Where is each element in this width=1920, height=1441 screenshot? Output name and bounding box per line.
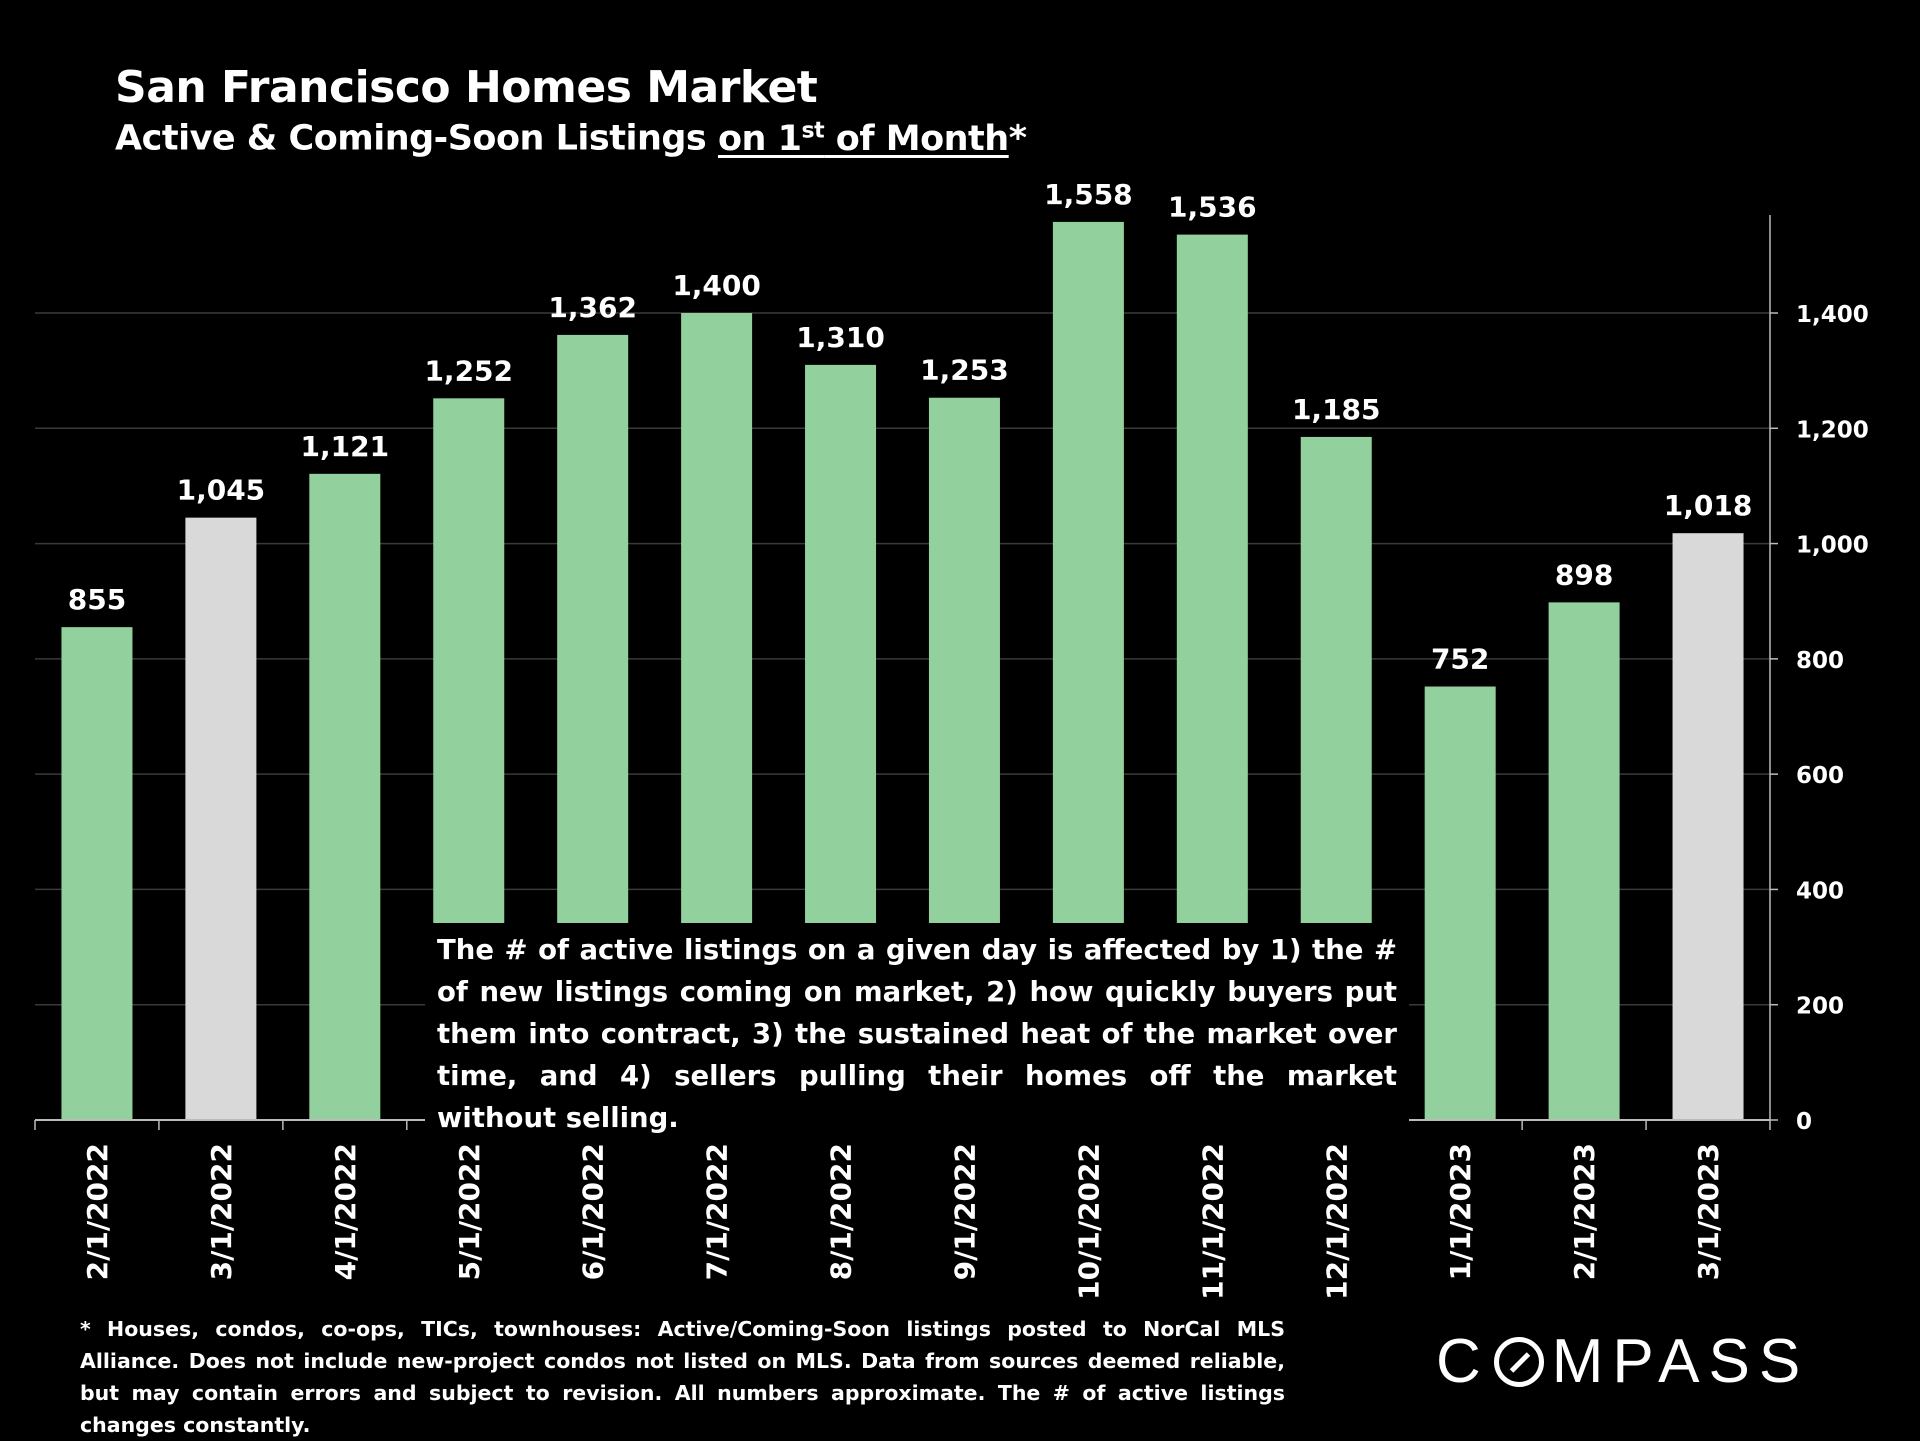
bar-value-label: 1,121 [301,430,390,463]
compass-o-icon [1493,1336,1544,1387]
bar [1548,602,1620,1120]
logo-text-start: C [1436,1327,1490,1396]
y-tick-label: 1,200 [1796,417,1869,443]
x-tick-label: 4/1/2022 [329,1143,362,1280]
y-tick-label: 1,000 [1796,533,1869,559]
y-tick-label: 1,400 [1796,302,1869,328]
subtitle-underlined: on 1st of Month [717,118,1009,159]
x-tick-label: 9/1/2022 [948,1143,981,1280]
x-tick-label: 1/1/2023 [1444,1143,1477,1280]
bar-value-label: 1,558 [1044,178,1133,211]
bar-value-label: 1,536 [1168,191,1257,224]
bar-value-label: 1,253 [920,354,1009,387]
subtitle-suffix: * [1008,118,1027,159]
bar-value-label: 752 [1431,643,1489,676]
bar-value-label: 1,185 [1292,393,1381,426]
subtitle-underlined-post: of Month [824,118,1009,159]
subtitle-underlined-pre: on 1 [717,118,802,159]
x-tick-label: 12/1/2022 [1320,1143,1353,1300]
x-tick-label: 2/1/2023 [1568,1143,1601,1280]
chart-title: San Francisco Homes Market [115,62,818,113]
compass-logo: C MPASS [1436,1326,1809,1397]
chart-subtitle: Active & Coming-Soon Listings on 1st of … [115,118,1027,159]
x-tick-label: 7/1/2022 [701,1143,734,1280]
bar [309,473,381,1120]
subtitle-superscript: st [801,118,825,143]
bar-value-label: 1,400 [672,269,761,302]
y-tick-label: 0 [1796,1109,1812,1135]
bar-value-label: 1,018 [1664,489,1753,522]
bar [61,627,133,1120]
bar-value-label: 1,045 [177,474,266,507]
bar-value-label: 1,252 [424,354,513,387]
y-tick-label: 400 [1796,878,1844,904]
bar-value-label: 1,362 [548,291,637,324]
x-tick-label: 6/1/2022 [577,1143,610,1280]
footnote: * Houses, condos, co-ops, TICs, townhous… [80,1317,1285,1437]
logo-text-end: MPASS [1551,1327,1810,1396]
annotation-box: The # of active listings on a given day … [425,923,1409,1145]
x-tick-label: 11/1/2022 [1196,1143,1229,1300]
x-tick-label: 3/1/2023 [1692,1143,1725,1280]
x-tick-label: 5/1/2022 [453,1143,486,1280]
subtitle-prefix: Active & Coming-Soon Listings [115,118,718,159]
bar-value-label: 855 [68,583,126,616]
y-tick-label: 800 [1796,648,1844,674]
bar-value-label: 1,310 [796,321,885,354]
y-tick-label: 200 [1796,994,1844,1020]
bar [1672,533,1744,1120]
bar [1424,686,1496,1120]
x-tick-label: 10/1/2022 [1072,1143,1105,1300]
x-tick-label: 2/1/2022 [81,1143,114,1280]
x-tick-label: 8/1/2022 [825,1143,858,1280]
y-tick-label: 600 [1796,763,1844,789]
bar [185,517,257,1120]
x-tick-label: 3/1/2022 [205,1143,238,1280]
bar-value-label: 898 [1555,558,1613,591]
